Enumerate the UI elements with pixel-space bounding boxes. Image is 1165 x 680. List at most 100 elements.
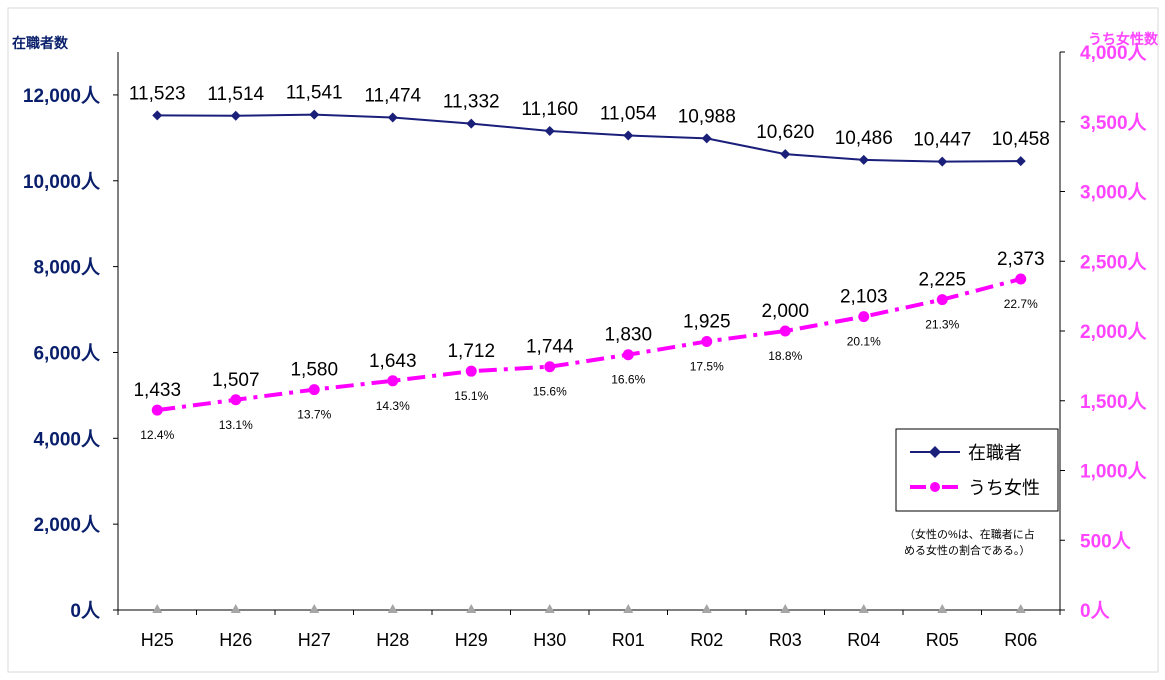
legend-label-women: うち女性: [968, 478, 1040, 498]
women-point: [779, 325, 791, 337]
x-tick-label: R01: [612, 630, 645, 650]
x-tick-label: R06: [1004, 630, 1037, 650]
baseline-marker: [701, 604, 712, 613]
right-tick-label: 0人: [1080, 600, 1111, 622]
women-point: [622, 349, 634, 361]
staff-point: [937, 156, 948, 167]
staff-value-label: 10,620: [756, 122, 814, 143]
right-tick-label: 3,500人: [1080, 112, 1148, 134]
women-point: [151, 404, 163, 416]
women-value-label: 1,712: [447, 341, 495, 362]
staff-point: [1015, 156, 1026, 167]
left-tick-label: 8,000人: [33, 257, 101, 279]
staff-value-label: 11,054: [600, 104, 657, 125]
legend-marker-staff: [929, 446, 941, 458]
baseline-marker: [152, 604, 163, 613]
women-value-label: 2,373: [997, 249, 1045, 270]
women-percent-label: 18.8%: [768, 349, 802, 363]
left-tick-label: 0人: [70, 600, 101, 622]
staff-point: [623, 130, 634, 141]
women-point: [1015, 273, 1027, 285]
right-tick-label: 1,000人: [1080, 461, 1148, 483]
women-point: [465, 365, 477, 377]
legend-label-staff: 在職者: [968, 443, 1022, 463]
women-point: [544, 361, 556, 373]
baseline-marker: [623, 604, 634, 613]
staff-value-label: 10,447: [913, 130, 971, 151]
staff-point: [701, 133, 712, 144]
staff-point: [152, 110, 163, 121]
women-point: [858, 311, 870, 323]
x-tick-label: R04: [847, 630, 880, 650]
baseline-marker: [466, 604, 477, 613]
left-tick-label: 10,000人: [23, 171, 101, 193]
women-percent-label: 17.5%: [690, 359, 724, 373]
right-tick-label: 1,500人: [1080, 391, 1148, 413]
left-tick-label: 4,000人: [33, 428, 101, 450]
staff-value-label: 11,332: [443, 92, 500, 113]
staff-point: [466, 118, 477, 129]
staff-value-label: 11,514: [207, 84, 264, 105]
baseline-marker: [544, 604, 555, 613]
left-tick-label: 6,000人: [33, 342, 101, 364]
women-value-label: 1,925: [683, 311, 731, 332]
women-value-label: 2,000: [761, 301, 809, 322]
chart-frame: [7, 7, 1159, 673]
women-percent-label: 12.4%: [140, 428, 174, 442]
staff-value-label: 11,474: [364, 86, 421, 107]
right-tick-label: 2,000人: [1080, 321, 1148, 343]
left-tick-label: 12,000人: [23, 85, 101, 107]
left-axis-title: 在職者数: [12, 35, 69, 51]
right-axis-title: うち女性数: [1088, 31, 1159, 47]
staff-value-label: 11,523: [129, 83, 186, 104]
x-tick-label: H30: [533, 630, 566, 650]
women-point: [308, 384, 320, 396]
women-value-label: 1,507: [212, 370, 260, 391]
right-tick-label: 4,000人: [1080, 42, 1148, 64]
note-line-2: める女性の割合である。）: [904, 543, 1030, 557]
baseline-marker: [230, 604, 241, 613]
staff-point: [858, 154, 869, 165]
women-value-label: 1,433: [133, 380, 181, 401]
women-series-line: [156, 277, 1022, 413]
x-tick-label: R02: [690, 630, 723, 650]
women-percent-label: 14.3%: [376, 399, 410, 413]
baseline-marker: [387, 604, 398, 613]
x-tick-label: H25: [141, 630, 174, 650]
left-tick-label: 2,000人: [33, 514, 101, 536]
x-axis-ticks: H25 H26 H27 H28 H29 H30 R01 R02 R03 R04 R05 R06: [117, 610, 1061, 650]
baseline-marker: [858, 604, 869, 613]
x-tick-label: R05: [926, 630, 959, 650]
women-value-label: 1,580: [290, 360, 338, 381]
note-line-1: （女性の%は、在職者に占: [904, 527, 1035, 541]
staff-value-label: 11,160: [521, 99, 578, 120]
staff-value-label: 10,988: [678, 106, 736, 127]
women-point: [230, 394, 242, 406]
women-percent-label: 15.1%: [454, 389, 488, 403]
women-percent-label: 13.7%: [297, 408, 331, 422]
staff-point: [309, 109, 320, 120]
legend-box: [895, 428, 1059, 512]
baseline-marker: [937, 604, 948, 613]
right-tick-label: 3,000人: [1080, 182, 1148, 204]
women-percent-label: 21.3%: [925, 318, 959, 332]
staff-point: [780, 149, 791, 160]
staff-point: [544, 125, 555, 136]
x-tick-label: H27: [298, 630, 331, 650]
baseline-marker: [1015, 604, 1026, 613]
staff-value-label: 11,541: [286, 83, 343, 104]
baseline-marker: [780, 604, 791, 613]
right-tick-label: 500人: [1080, 530, 1132, 552]
women-percent-label: 13.1%: [219, 418, 253, 432]
women-value-label: 2,103: [840, 287, 888, 308]
staff-series-line: [157, 113, 1021, 163]
staff-value-label: 10,486: [835, 128, 893, 149]
right-tick-label: 2,500人: [1080, 251, 1148, 273]
x-tick-label: H29: [455, 630, 488, 650]
baseline-marker: [309, 604, 320, 613]
staff-point: [387, 112, 398, 123]
women-percent-label: 22.7%: [1004, 297, 1038, 311]
x-tick-label: R03: [769, 630, 802, 650]
